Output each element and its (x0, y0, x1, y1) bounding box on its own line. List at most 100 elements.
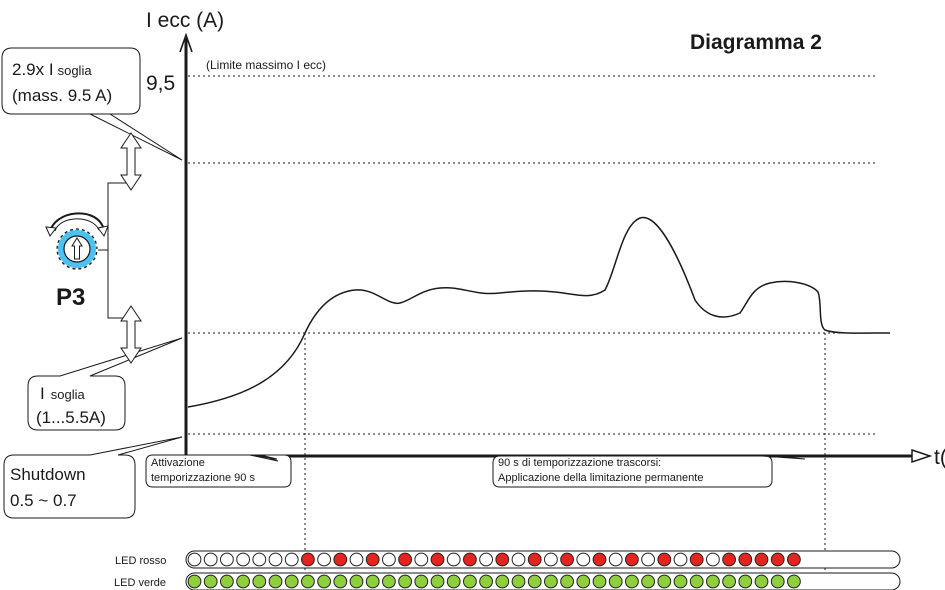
led-green-row (187, 574, 801, 589)
threshold-callout-sub: soglia (51, 387, 86, 402)
activation-callout-line1: Attivazione (151, 457, 205, 469)
shutdown-callout-line2: 0.5 ~ 0.7 (10, 491, 77, 510)
led-green-on (446, 574, 461, 589)
led-red-on (657, 552, 672, 567)
elapsed-callout (492, 455, 806, 488)
led-green-on (301, 574, 315, 589)
x-axis-label: t(s) (934, 446, 945, 469)
led-red-off (252, 552, 267, 567)
led-green-on (365, 574, 380, 589)
elapsed-callout-line1: 90 s di temporizzazione trascorsi: (498, 457, 661, 469)
led-green-on (495, 574, 510, 589)
led-red-bar (185, 550, 901, 569)
activation-callout-pointer (249, 454, 279, 462)
led-green-on (592, 574, 607, 589)
led-red-on (787, 552, 801, 567)
led-red-on (527, 552, 542, 567)
x-axis-arrow (911, 448, 933, 464)
activation-callout-line2: temporizzazione 90 s (151, 472, 255, 484)
led-red-off (187, 552, 202, 567)
led-green-on (284, 574, 299, 589)
led-green-bar (185, 572, 901, 590)
threshold-callout-line2: (1...5.5A) (36, 408, 106, 427)
led-red-off (641, 552, 655, 567)
adjustment-bracket (88, 182, 128, 319)
led-red-on (689, 552, 704, 567)
led-green-on (673, 574, 688, 589)
led-green-label: LED verde (114, 577, 166, 589)
led-green-on (268, 574, 283, 589)
led-red-on (333, 552, 348, 567)
led-green-on (560, 574, 574, 589)
led-green-on (382, 574, 396, 589)
upper-callout-sub: soglia (58, 63, 93, 78)
led-green-on (479, 574, 494, 589)
led-green-on (544, 574, 558, 589)
up-down-arrow-upper-icon (120, 132, 142, 191)
led-red-on (495, 552, 510, 567)
upper-callout-line1: 2.9x I soglia (12, 60, 92, 79)
led-red-on (430, 552, 445, 567)
y-axis-arrow (179, 32, 193, 53)
led-red-off (349, 552, 364, 567)
up-down-arrow-lower-icon (120, 305, 142, 364)
led-green-on (576, 574, 591, 589)
led-green-on (770, 574, 785, 589)
led-red-on (592, 552, 607, 567)
shutdown-callout-line1: Shutdown (10, 465, 86, 484)
activation-callout (145, 454, 292, 488)
led-red-on (398, 552, 413, 567)
upper-threshold-callout (1, 47, 183, 161)
led-red-on (301, 552, 315, 567)
led-green-on (641, 574, 655, 589)
led-red-off (446, 552, 461, 567)
y-axis-label: I ecc (A) (146, 9, 224, 32)
potentiometer-knob-icon (45, 212, 109, 270)
led-red-off (608, 552, 623, 567)
led-green-on (722, 574, 736, 589)
led-green-on (430, 574, 445, 589)
led-red-on (463, 552, 477, 567)
led-red-off (317, 552, 332, 567)
led-green-on (689, 574, 704, 589)
led-red-off (576, 552, 591, 567)
led-green-on (398, 574, 413, 589)
y-max-tick: 9,5 (146, 72, 175, 95)
led-red-on (365, 552, 380, 567)
led-green-on (625, 574, 639, 589)
led-red-on (625, 552, 639, 567)
led-green-on (333, 574, 348, 589)
led-green-on (236, 574, 251, 589)
knob-label: P3 (56, 284, 85, 311)
upper-callout-line2: (mass. 9.5 A) (12, 86, 112, 105)
excitation-current-curve (187, 216, 891, 408)
led-red-off (268, 552, 283, 567)
led-green-on (738, 574, 753, 589)
led-green-on (608, 574, 623, 589)
led-green-on (252, 574, 267, 589)
led-green-on (203, 574, 218, 589)
led-red-off (706, 552, 720, 567)
led-red-off (544, 552, 558, 567)
led-red-off (673, 552, 688, 567)
led-green-on (527, 574, 542, 589)
max-limit-note: (Limite massimo I ecc) (206, 58, 326, 72)
threshold-callout (27, 337, 183, 431)
led-red-off (479, 552, 494, 567)
led-red-on (770, 552, 785, 567)
elapsed-callout-line2: Applicazione della limitazione permanent… (498, 472, 703, 484)
led-red-off (236, 552, 251, 567)
led-red-off (203, 552, 218, 567)
led-green-on (706, 574, 720, 589)
led-green-on (511, 574, 526, 589)
led-red-on (754, 552, 769, 567)
threshold-callout-main: I (40, 384, 45, 403)
led-green-on (414, 574, 429, 589)
led-green-on (187, 574, 202, 589)
led-red-off (511, 552, 526, 567)
led-red-on (722, 552, 736, 567)
led-green-on (349, 574, 364, 589)
diagram-title: Diagramma 2 (690, 31, 822, 54)
